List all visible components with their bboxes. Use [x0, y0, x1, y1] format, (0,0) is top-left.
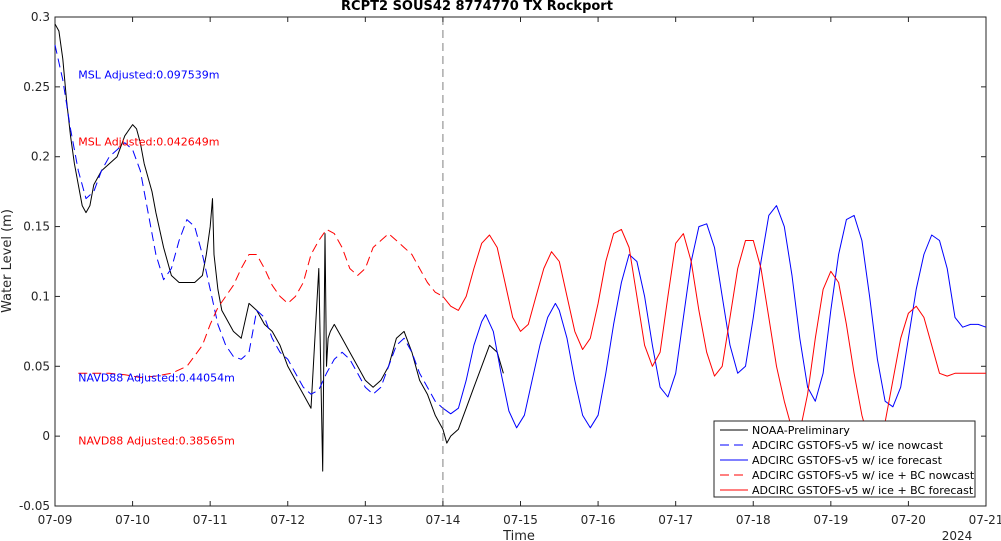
x-tick-label: 07-12 — [270, 513, 305, 527]
x-tick-label: 07-16 — [581, 513, 616, 527]
legend-box — [713, 420, 976, 498]
datum-annotation: MSL Adjusted:0.042649m — [78, 136, 219, 149]
annotation-layer: MSL Adjusted:0.097539m MSL Adjusted:0.042… — [78, 68, 235, 447]
legend-entry: ADCIRC GSTOFS-v5 w/ ice + BC forecast — [752, 484, 974, 497]
series-line-1 — [54, 44, 444, 409]
legend-entry: ADCIRC GSTOFS-v5 w/ ice nowcast — [752, 439, 944, 452]
year-label: 2024 — [942, 529, 973, 541]
series-line-2 — [442, 205, 987, 429]
y-tick-label: -0.05 — [19, 499, 50, 513]
series-layer — [54, 23, 987, 472]
axes-layer: 07-09 07-10 07-11 07-12 07-13 07-14 07-15 07-16… — [19, 10, 1001, 527]
x-tick-label: 07-13 — [348, 513, 383, 527]
series-line-0 — [54, 23, 504, 472]
legend-entry: ADCIRC GSTOFS-v5 w/ ice forecast — [752, 454, 943, 467]
legend: NOAA-Preliminary ADCIRC GSTOFS-v5 w/ ice … — [713, 420, 976, 498]
series-line-3 — [78, 228, 444, 378]
legend-entry: ADCIRC GSTOFS-v5 w/ ice + BC nowcast — [752, 469, 975, 482]
x-tick-label: 07-10 — [115, 513, 150, 527]
y-tick-label: 0.3 — [31, 10, 50, 24]
chart-title: RCPT2 SOUS42 8774770 TX Rockport — [341, 0, 613, 14]
x-tick-label: 07-19 — [813, 513, 848, 527]
y-tick-label: 0.25 — [23, 80, 50, 94]
y-tick-label: 0 — [42, 429, 50, 443]
x-tick-label: 07-17 — [658, 513, 693, 527]
y-axis-label: Water Level (m) — [0, 209, 15, 313]
y-tick-label: 0.1 — [31, 289, 50, 303]
x-axis-label: Time — [502, 529, 535, 541]
x-tick-label: 07-18 — [736, 513, 771, 527]
datum-annotation: NAVD88 Adjusted:0.38565m — [78, 435, 235, 448]
datum-annotation: MSL Adjusted:0.097539m — [78, 68, 219, 81]
y-tick-label: 0.05 — [23, 359, 50, 373]
y-tick-label: 0.2 — [31, 150, 50, 164]
legend-entry: NOAA-Preliminary — [752, 424, 850, 437]
datum-annotation: NAVD88 Adjusted:0.44054m — [78, 372, 235, 385]
x-tick-label: 07-15 — [503, 513, 538, 527]
y-tick-label: 0.15 — [23, 220, 50, 234]
series-line-4 — [442, 228, 986, 448]
x-tick-label: 07-09 — [38, 513, 73, 527]
x-tick-label: 07-20 — [891, 513, 926, 527]
x-tick-label: 07-14 — [425, 513, 460, 527]
x-tick-label: 07-21 — [969, 513, 1001, 527]
x-tick-label: 07-11 — [193, 513, 228, 527]
